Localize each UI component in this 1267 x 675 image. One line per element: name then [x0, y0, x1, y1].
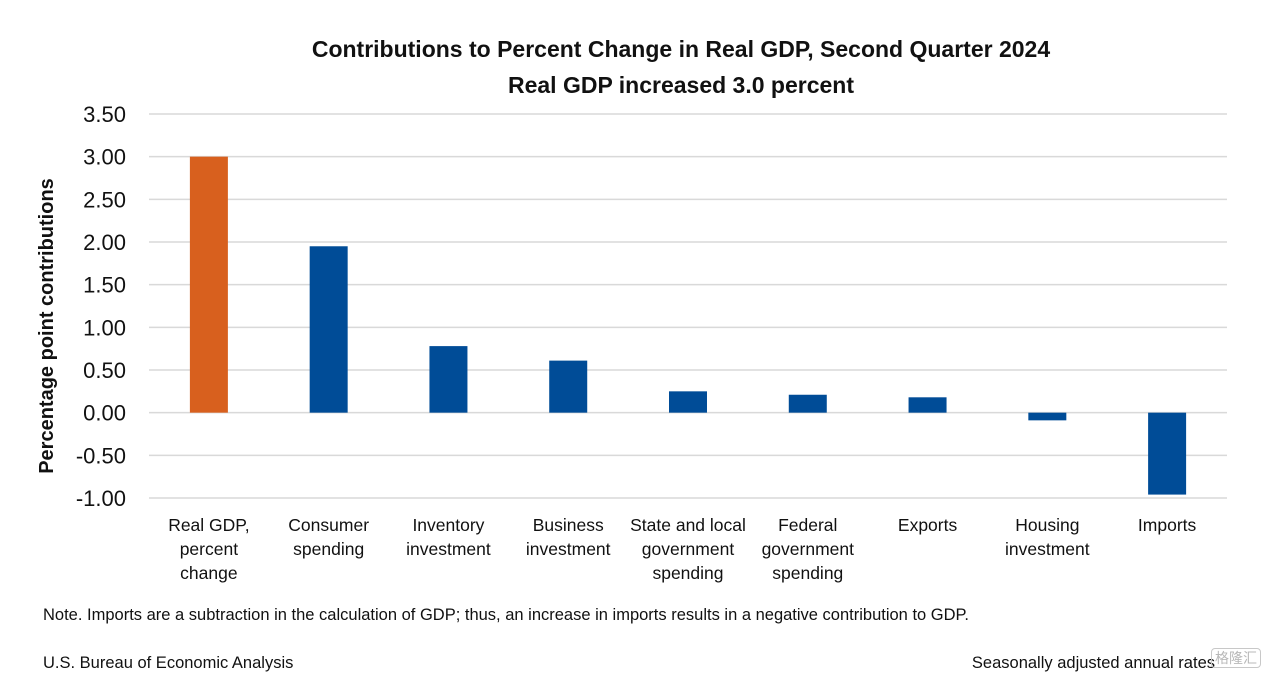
- bar: [669, 391, 707, 413]
- bar: [788, 394, 827, 413]
- source-label: U.S. Bureau of Economic Analysis: [43, 654, 294, 672]
- chart-subtitle: Real GDP increased 3.0 percent: [507, 72, 855, 98]
- x-tick-label: Inventory: [412, 515, 484, 535]
- bar: [309, 246, 348, 413]
- x-tick-label: percent: [180, 539, 239, 559]
- x-tick-label: Housing: [1015, 515, 1079, 535]
- adjustment-label: Seasonally adjusted annual rates: [971, 654, 1215, 672]
- y-tick-label: -1.00: [76, 486, 126, 511]
- y-tick-label: 2.00: [83, 230, 126, 255]
- footnote: Note. Imports are a subtraction in the c…: [43, 606, 969, 624]
- x-tick-label: investment: [526, 539, 611, 559]
- y-tick-label: 2.50: [83, 187, 126, 212]
- y-axis-ticks: 3.50 3.00 2.50 2.00 1.50 1.00 0.50 0.00 -0.50 -1.…: [76, 102, 126, 511]
- x-tick-label: Exports: [898, 515, 958, 535]
- y-tick-label: 3.00: [83, 145, 126, 170]
- x-tick-label: Business: [533, 515, 604, 535]
- y-tick-label: -0.50: [76, 443, 126, 468]
- bars: [189, 156, 1187, 495]
- chart-title: Contributions to Percent Change in Real …: [311, 36, 1051, 62]
- bar: [429, 346, 468, 413]
- x-tick-label: government: [642, 539, 735, 559]
- bar: [1028, 412, 1067, 421]
- x-tick-label: investment: [406, 539, 491, 559]
- y-tick-label: 0.50: [83, 358, 126, 383]
- x-tick-label: Federal: [778, 515, 837, 535]
- x-tick-label: State and local: [630, 515, 746, 535]
- y-tick-label: 0.00: [83, 401, 126, 426]
- y-axis-label: Percentage point contributions: [36, 178, 58, 474]
- bar-chart: 3.50 3.00 2.50 2.00 1.50 1.00 0.50 0.00 -0.50 -1.…: [36, 102, 1227, 583]
- x-tick-label: Real GDP,: [168, 515, 249, 535]
- watermark-logo: 格隆汇: [1211, 648, 1261, 668]
- x-tick-label: Consumer: [288, 515, 369, 535]
- x-tick-label: government: [762, 539, 855, 559]
- bar: [549, 360, 588, 413]
- bar: [908, 397, 947, 413]
- x-tick-label: change: [180, 563, 237, 583]
- y-tick-label: 1.00: [83, 315, 126, 340]
- bar: [189, 156, 228, 413]
- y-tick-label: 1.50: [83, 273, 126, 298]
- y-tick-label: 3.50: [83, 102, 126, 127]
- bar: [1148, 412, 1187, 495]
- x-tick-label: spending: [652, 563, 723, 583]
- x-tick-label: spending: [293, 539, 364, 559]
- x-tick-label: investment: [1005, 539, 1090, 559]
- x-tick-label: Imports: [1138, 515, 1197, 535]
- x-axis-labels: Real GDP, percent change Consumer spending In…: [168, 515, 1196, 583]
- x-tick-label: spending: [772, 563, 843, 583]
